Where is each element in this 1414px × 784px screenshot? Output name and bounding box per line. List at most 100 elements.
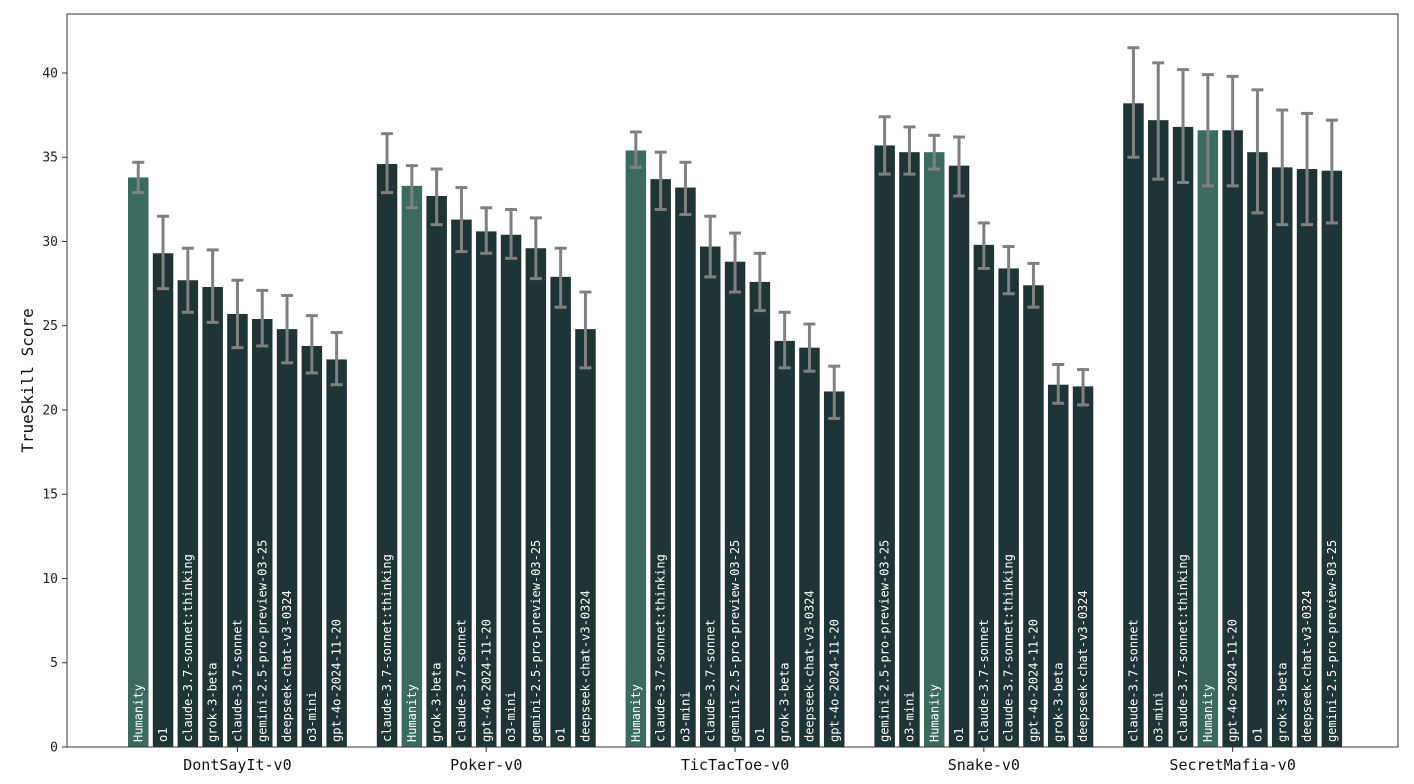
bar-label: gpt-4o-2024-11-20 <box>479 619 493 742</box>
bar <box>128 177 149 748</box>
bar-label: claude-3.7-sonnet <box>977 619 991 742</box>
bar <box>227 313 248 747</box>
bar <box>724 261 746 747</box>
x-tick-label: Poker-v0 <box>450 756 522 774</box>
bar-label: deepseek-chat-v3-0324 <box>1076 590 1090 742</box>
y-tick-label: 35 <box>42 151 58 166</box>
bar <box>326 359 347 747</box>
y-tick-label: 40 <box>42 66 58 81</box>
bar-label: gemini-2.5-pro-preview-03-25 <box>728 540 742 742</box>
bar <box>1321 170 1343 748</box>
bar <box>973 244 995 747</box>
bar-label: grok-3-beta <box>1051 663 1065 742</box>
bar <box>1172 126 1194 747</box>
bar-label: gpt-4o-2024-11-20 <box>1026 619 1040 742</box>
bar-label: claude-3.7-sonnet <box>454 619 468 742</box>
bar-label: o1 <box>156 728 170 742</box>
bar <box>1123 103 1144 747</box>
bar-group: claude-3.7-sonnet:thinking Humanity grok-3… <box>376 132 596 748</box>
bar <box>1072 386 1094 747</box>
bar-label: o1 <box>554 728 568 742</box>
bar <box>376 163 398 748</box>
bar-label: o1 <box>1250 728 1264 742</box>
bar <box>824 391 845 747</box>
x-axis-ticks: DontSayIt-v0 Poker-v0 TicTacToe-v0 Snake-v0… <box>183 747 1296 774</box>
bar-label: Humanity <box>131 684 145 742</box>
bar <box>998 268 1019 747</box>
y-tick-label: 25 <box>42 319 58 334</box>
bar <box>1247 152 1268 748</box>
bar-label: o3-mini <box>678 691 692 742</box>
bar <box>1048 384 1069 747</box>
y-tick-label: 10 <box>42 572 58 587</box>
bar-label: grok-3-beta <box>430 663 444 742</box>
x-tick-label: SecretMafia-v0 <box>1169 756 1295 774</box>
bar <box>1272 167 1293 748</box>
bar-group: gemini-2.5-pro-preview-03-25 o3-mini Human… <box>874 115 1094 748</box>
bar-label: deepseek-chat-v3-0324 <box>1300 590 1314 742</box>
bar <box>177 280 199 747</box>
bar <box>1023 285 1044 747</box>
bar-label: grok-3-beta <box>1275 663 1289 742</box>
bar-label: claude-3.7-sonnet <box>230 619 244 742</box>
bar-label: claude-3.7-sonnet <box>1126 619 1140 742</box>
bar-label: o1 <box>952 728 966 742</box>
y-axis-ticks: 0 5 10 15 20 25 30 35 40 <box>42 66 67 756</box>
bar-label: deepseek-chat-v3-0324 <box>280 590 294 742</box>
bar-label: gemini-2.5-pro-preview-03-25 <box>529 540 543 742</box>
bar <box>401 185 423 747</box>
bar-label: gemini-2.5-pro-preview-03-25 <box>255 540 269 742</box>
bar-label: claude-3.7-sonnet:thinking <box>380 554 394 742</box>
bar <box>1222 130 1243 747</box>
y-tick-label: 15 <box>42 488 58 503</box>
bar-group: Humanity o1 claude-3.7-sonnet:thinking grok… <box>128 160 347 748</box>
bar-label: claude-3.7-sonnet:thinking <box>1176 554 1190 742</box>
bar-label: Humanity <box>629 684 643 742</box>
bar <box>774 340 795 747</box>
bar <box>675 187 696 747</box>
bar <box>1148 120 1169 747</box>
bar-label: claude-3.7-sonnet:thinking <box>1002 554 1016 742</box>
bar-label: gpt-4o-2024-11-20 <box>330 619 344 742</box>
bar <box>426 195 447 747</box>
bar <box>948 165 970 748</box>
bar <box>252 318 273 747</box>
axes-layer: 0 5 10 15 20 25 30 35 40 DontSayIt-v0 Poker-v0 Tic… <box>18 13 1399 774</box>
y-tick-label: 20 <box>42 403 58 418</box>
y-axis-label: TrueSkill Score <box>18 308 37 453</box>
bar-label: gpt-4o-2024-11-20 <box>1226 619 1240 742</box>
bar-label: o3-mini <box>902 691 916 742</box>
plot-frame <box>66 13 1399 748</box>
bar-label: gemini-2.5-pro-preview-03-25 <box>878 540 892 742</box>
bar <box>575 329 596 747</box>
bar <box>924 152 945 748</box>
bar-group: claude-3.7-sonnet o3-mini claude-3.7-sonne… <box>1123 46 1343 748</box>
bar <box>451 219 472 747</box>
bar-label: o3-mini <box>1151 691 1165 742</box>
bar <box>749 281 771 747</box>
bar <box>500 234 522 747</box>
bar-label: o1 <box>753 728 767 742</box>
bar-label: deepseek-chat-v3-0324 <box>802 590 816 742</box>
bar <box>799 347 820 747</box>
bar-label: deepseek-chat-v3-0324 <box>578 590 592 742</box>
bar <box>874 145 895 748</box>
y-tick-label: 5 <box>50 656 58 671</box>
y-tick-label: 30 <box>42 235 58 250</box>
bar-label: grok-3-beta <box>778 663 792 742</box>
bar-label: gemini-2.5-pro-preview-03-25 <box>1325 540 1339 742</box>
x-tick-label: TicTacToe-v0 <box>681 756 789 774</box>
bar <box>152 253 174 747</box>
bar <box>276 329 298 747</box>
bar <box>650 179 671 748</box>
bar <box>202 286 223 747</box>
x-tick-label: DontSayIt-v0 <box>183 756 291 774</box>
bar <box>1296 169 1318 748</box>
bar-label: Humanity <box>405 684 419 742</box>
bars-layer: Humanity o1 claude-3.7-sonnet:thinking grok… <box>128 46 1343 748</box>
x-tick-label: Snake-v0 <box>948 756 1020 774</box>
bar <box>700 246 721 747</box>
bar-group: Humanity claude-3.7-sonnet:thinking o3-min… <box>625 130 845 748</box>
